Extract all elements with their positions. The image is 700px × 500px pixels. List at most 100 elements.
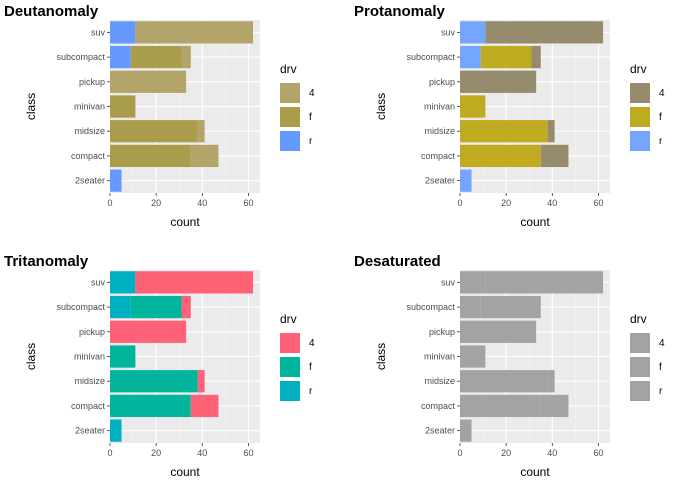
y-tick-label: 2seater — [75, 426, 105, 436]
x-axis-title: count — [520, 465, 550, 479]
bar-2seater-r — [460, 419, 472, 442]
x-tick-label: 20 — [151, 448, 161, 458]
bar-minivan-f — [110, 345, 136, 368]
bar-subcompact-r — [110, 295, 131, 319]
x-axis-title: count — [520, 215, 550, 229]
bar-2seater-r — [110, 169, 122, 192]
bar-midsize-4 — [547, 370, 555, 393]
panel-desaturated: Desaturated 2seater compact midsize minivan p… — [354, 253, 665, 479]
y-tick-label: midsize — [424, 126, 455, 136]
legend-key-f — [280, 107, 300, 127]
x-tick-label: 0 — [107, 448, 112, 458]
legend-title: drv — [630, 312, 647, 326]
y-axis-title: class — [24, 93, 38, 120]
bar-suv-4 — [135, 21, 254, 44]
chart-title: Deutanomaly — [4, 3, 99, 20]
legend-label-4: 4 — [659, 88, 665, 99]
bar-midsize-4 — [197, 370, 205, 393]
x-axis-title: count — [170, 215, 200, 229]
bar-subcompact-f — [130, 295, 182, 319]
chart-title: Desaturated — [354, 253, 441, 270]
bar-subcompact-r — [110, 45, 131, 69]
bar-pickup-4 — [110, 320, 187, 343]
bar-suv-4 — [485, 21, 604, 44]
x-axis-title: count — [170, 465, 200, 479]
y-tick-label: subcompact — [406, 302, 455, 312]
panel-protanomaly: Protanomaly 2seater compact midsize minivan p… — [354, 3, 665, 229]
x-tick-label: 40 — [547, 198, 557, 208]
legend-label-f: f — [309, 112, 312, 123]
y-tick-label: midsize — [74, 376, 105, 386]
bar-subcompact-f — [480, 45, 532, 69]
y-tick-label: minivan — [74, 352, 105, 362]
panel-tritanomaly: Tritanomaly 2seater compact midsize minivan p… — [4, 253, 315, 479]
bar-suv-4 — [135, 271, 254, 294]
y-tick-label: pickup — [79, 327, 105, 337]
legend-label-f: f — [659, 362, 662, 373]
legend-label-4: 4 — [309, 338, 315, 349]
x-tick-label: 40 — [197, 198, 207, 208]
legend-key-4 — [630, 333, 650, 353]
legend-title: drv — [630, 62, 647, 76]
bar-suv-r — [460, 271, 486, 294]
bar-subcompact-4 — [181, 45, 191, 69]
legend-key-f — [630, 107, 650, 127]
bar-compact-4 — [540, 144, 569, 168]
bar-midsize-4 — [197, 120, 205, 143]
bar-compact-4 — [540, 394, 569, 418]
legend-label-r: r — [659, 386, 663, 397]
y-tick-label: suv — [441, 27, 456, 37]
bar-subcompact-f — [130, 45, 182, 69]
legend-key-4 — [630, 83, 650, 103]
bar-subcompact-4 — [181, 295, 191, 319]
legend-label-f: f — [309, 362, 312, 373]
bar-subcompact-f — [480, 295, 532, 319]
x-tick-label: 60 — [593, 448, 603, 458]
y-tick-label: minivan — [74, 102, 105, 112]
legend-key-4 — [280, 83, 300, 103]
legend-title: drv — [280, 312, 297, 326]
legend-label-r: r — [309, 136, 313, 147]
y-tick-label: compact — [71, 401, 106, 411]
legend-label-4: 4 — [659, 338, 665, 349]
bar-subcompact-4 — [531, 45, 541, 69]
bar-midsize-f — [110, 370, 198, 393]
bar-midsize-f — [110, 120, 198, 143]
bar-suv-r — [460, 21, 486, 44]
bar-compact-f — [460, 144, 541, 168]
y-tick-label: pickup — [79, 77, 105, 87]
x-tick-label: 40 — [197, 448, 207, 458]
y-tick-label: compact — [421, 151, 456, 161]
y-tick-label: subcompact — [56, 52, 105, 62]
legend-key-f — [280, 357, 300, 377]
x-tick-label: 20 — [501, 448, 511, 458]
legend-label-f: f — [659, 112, 662, 123]
bar-pickup-4 — [110, 70, 187, 93]
y-tick-label: 2seater — [425, 426, 455, 436]
bar-suv-4 — [485, 271, 604, 294]
legend-key-r — [630, 381, 650, 401]
bar-2seater-r — [460, 169, 472, 192]
y-tick-label: compact — [421, 401, 456, 411]
legend-key-f — [630, 357, 650, 377]
y-tick-label: 2seater — [425, 176, 455, 186]
legend-key-r — [280, 131, 300, 151]
x-tick-label: 60 — [243, 448, 253, 458]
bar-midsize-4 — [547, 120, 555, 143]
x-tick-label: 20 — [501, 198, 511, 208]
x-tick-label: 0 — [457, 448, 462, 458]
y-tick-label: pickup — [429, 327, 455, 337]
y-tick-label: compact — [71, 151, 106, 161]
bar-pickup-4 — [460, 320, 537, 343]
legend-label-r: r — [309, 386, 313, 397]
chart-title: Protanomaly — [354, 3, 446, 20]
legend-key-4 — [280, 333, 300, 353]
legend-title: drv — [280, 62, 297, 76]
y-axis-title: class — [374, 93, 388, 120]
x-tick-label: 40 — [547, 448, 557, 458]
bar-minivan-f — [460, 95, 486, 118]
chart-title: Tritanomaly — [4, 253, 89, 270]
y-tick-label: suv — [91, 27, 106, 37]
bar-subcompact-r — [460, 295, 481, 319]
